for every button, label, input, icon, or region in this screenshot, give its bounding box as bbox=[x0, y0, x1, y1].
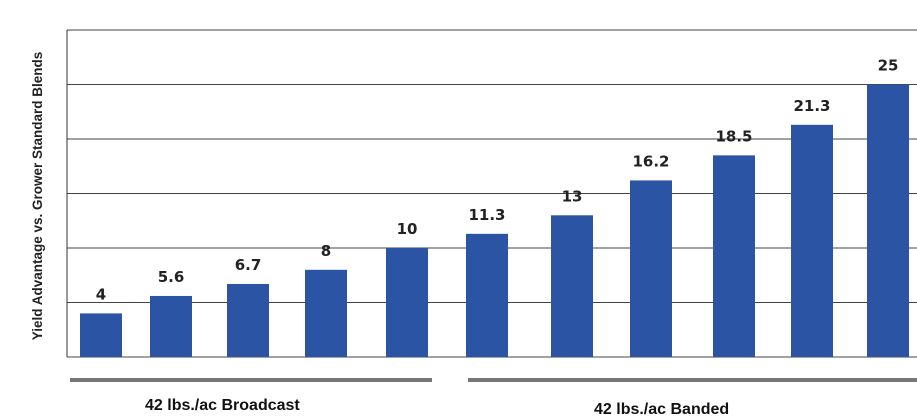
bar-value-label: 21.3 bbox=[793, 97, 830, 115]
bar bbox=[551, 215, 593, 357]
bar-value-label: 13 bbox=[562, 187, 583, 205]
bar bbox=[466, 233, 508, 357]
bar-value-label: 11.3 bbox=[468, 206, 505, 224]
bar-value-label: 4 bbox=[96, 285, 106, 303]
bar bbox=[867, 84, 909, 357]
bar-value-label: 6.7 bbox=[235, 256, 262, 274]
bar-value-label: 8 bbox=[321, 242, 331, 260]
bar bbox=[713, 155, 755, 357]
bar-value-label: 10 bbox=[397, 220, 418, 238]
bar-value-label: 16.2 bbox=[632, 152, 669, 170]
bar bbox=[386, 248, 428, 357]
group-label-broadcast: 42 lbs./ac Broadcast bbox=[145, 397, 300, 414]
bar bbox=[80, 313, 122, 357]
bar-value-label: 25 bbox=[878, 57, 899, 75]
bar bbox=[630, 180, 672, 357]
group-label-banded: 42 lbs./ac Banded bbox=[594, 401, 730, 418]
bar bbox=[150, 295, 192, 357]
bars bbox=[80, 84, 909, 357]
data-labels: 4 5.6 6.7 8 10 11.3 13 16.2 18.5 21.3 25 bbox=[96, 57, 899, 304]
y-axis-label: Yield Advantage vs. Grower Standard Blen… bbox=[30, 52, 45, 341]
bar-value-label: 5.6 bbox=[158, 268, 185, 286]
bar bbox=[791, 124, 833, 357]
bar bbox=[305, 269, 347, 357]
bar bbox=[227, 283, 269, 357]
bar-value-label: 18.5 bbox=[715, 127, 752, 145]
